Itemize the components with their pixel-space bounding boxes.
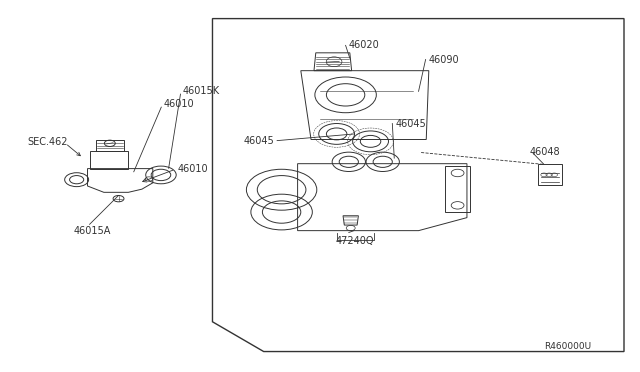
- Text: 46020: 46020: [349, 41, 380, 50]
- Text: 46048: 46048: [530, 147, 561, 157]
- Text: 46045: 46045: [243, 136, 274, 145]
- Text: 46010: 46010: [163, 99, 194, 109]
- Text: SEC.462: SEC.462: [27, 137, 67, 147]
- Text: 46090: 46090: [429, 55, 460, 64]
- Text: R460000U: R460000U: [544, 342, 591, 351]
- Text: 47240Q: 47240Q: [336, 236, 374, 246]
- Text: 46015K: 46015K: [182, 86, 220, 96]
- Text: 46015A: 46015A: [74, 226, 111, 236]
- Text: 46010: 46010: [178, 164, 209, 174]
- Text: 46045: 46045: [396, 119, 426, 128]
